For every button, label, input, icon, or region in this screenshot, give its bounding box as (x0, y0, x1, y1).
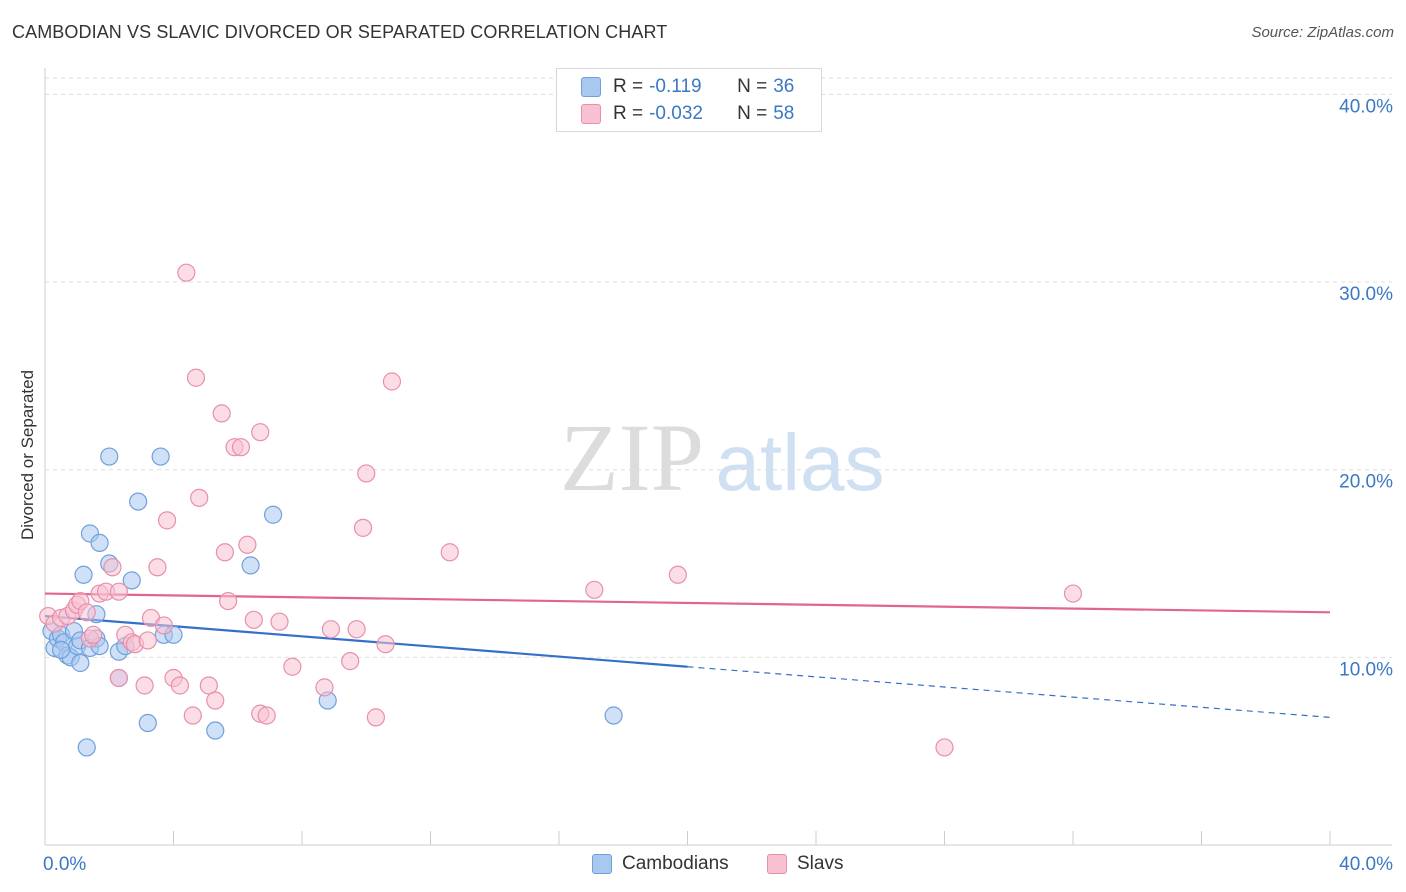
point-slavs (244, 610, 263, 629)
tick-labels: 10.0% 20.0% 30.0% 40.0% 0.0% 40.0% (43, 96, 1393, 875)
y-tick-label: 40.0% (1339, 96, 1393, 117)
point-slavs (321, 620, 341, 639)
data-points (39, 263, 1083, 757)
point-cambodians (90, 533, 109, 552)
axes (44, 68, 1392, 846)
point-slavs (212, 404, 231, 423)
watermark-zip: ZIP (560, 404, 704, 511)
point-slavs (157, 511, 177, 530)
point-cambodians (100, 447, 119, 466)
point-cambodians (604, 706, 623, 725)
point-slavs (376, 635, 395, 654)
n-label: N = (737, 103, 768, 124)
point-slavs (440, 543, 459, 562)
point-slavs (138, 631, 157, 650)
point-cambodians (263, 505, 283, 524)
legend-swatch-cambodians (592, 854, 612, 874)
y-axis-label: Divorced or Separated (18, 369, 37, 541)
point-slavs (935, 738, 954, 757)
point-cambodians (122, 571, 141, 590)
point-cambodians (206, 721, 225, 740)
r-value: -0.032 (649, 103, 703, 124)
r-value: -0.119 (649, 76, 702, 97)
point-cambodians (138, 713, 157, 733)
point-slavs (177, 263, 196, 282)
stats-legend: R = -0.119 N = 36 R = -0.032 N = 58 (556, 68, 822, 132)
n-value: 58 (773, 103, 795, 124)
legend-row-slavs: R = -0.032 N = 58 (581, 101, 794, 127)
point-slavs (103, 558, 122, 577)
point-slavs (148, 558, 167, 577)
legend-swatch-slavs (767, 854, 787, 874)
point-slavs (219, 591, 238, 611)
legend-item-slavs[interactable]: Slavs (767, 850, 843, 878)
point-cambodians (77, 738, 96, 757)
point-slavs (382, 372, 402, 391)
point-slavs (109, 668, 128, 688)
point-slavs (366, 708, 385, 727)
point-slavs (668, 565, 687, 584)
point-slavs (215, 543, 234, 562)
point-cambodians (71, 653, 90, 673)
point-slavs (154, 616, 173, 635)
legend-item-cambodians[interactable]: Cambodians (592, 850, 729, 878)
point-slavs (84, 625, 103, 644)
point-slavs (283, 657, 302, 676)
point-cambodians (51, 640, 71, 659)
legend-row-cambodians: R = -0.119 N = 36 (581, 74, 794, 100)
r-label: R = (613, 76, 644, 97)
legend-swatch-slavs (581, 104, 601, 124)
trendline-extension-cambodians (687, 666, 1331, 718)
source-label: Source: ZipAtlas.com (1251, 24, 1394, 41)
point-slavs (206, 691, 225, 710)
point-slavs (347, 620, 366, 639)
y-tick-label: 10.0% (1339, 659, 1393, 680)
series-slavs (39, 263, 1083, 757)
point-slavs (186, 368, 206, 387)
point-slavs (357, 464, 376, 483)
point-slavs (77, 603, 96, 622)
point-slavs (1063, 584, 1083, 603)
point-slavs (257, 706, 276, 725)
point-slavs (231, 438, 251, 457)
point-slavs (183, 706, 202, 725)
legend-swatch-cambodians (581, 77, 601, 97)
series-cambodians (42, 447, 623, 757)
point-slavs (109, 582, 128, 601)
x-tick-label-start: 0.0% (43, 854, 86, 875)
point-cambodians (129, 492, 148, 511)
trendline-slavs (44, 592, 1331, 614)
point-slavs (170, 676, 190, 695)
point-cambodians (151, 447, 170, 466)
trend-lines (44, 592, 1331, 718)
point-cambodians (74, 565, 93, 584)
point-slavs (135, 676, 154, 695)
legend-label-cambodians: Cambodians (622, 853, 729, 874)
n-value: 36 (773, 76, 795, 97)
point-slavs (238, 535, 257, 554)
legend-label-slavs: Slavs (797, 853, 844, 874)
n-label: N = (737, 76, 768, 97)
point-slavs (190, 488, 209, 507)
r-label: R = (613, 103, 644, 124)
point-slavs (270, 612, 289, 631)
y-tick-label: 20.0% (1339, 472, 1393, 493)
point-cambodians (241, 556, 260, 575)
chart-title: CAMBODIAN VS SLAVIC DIVORCED OR SEPARATE… (12, 22, 668, 42)
watermark-atlas: atlas (716, 418, 885, 507)
y-tick-label: 30.0% (1339, 284, 1393, 305)
point-slavs (315, 678, 334, 697)
point-slavs (199, 676, 218, 695)
point-slavs (341, 652, 360, 671)
point-slavs (585, 580, 604, 599)
point-slavs (251, 423, 270, 442)
point-slavs (353, 518, 373, 537)
x-tick-label-end: 40.0% (1339, 854, 1393, 875)
